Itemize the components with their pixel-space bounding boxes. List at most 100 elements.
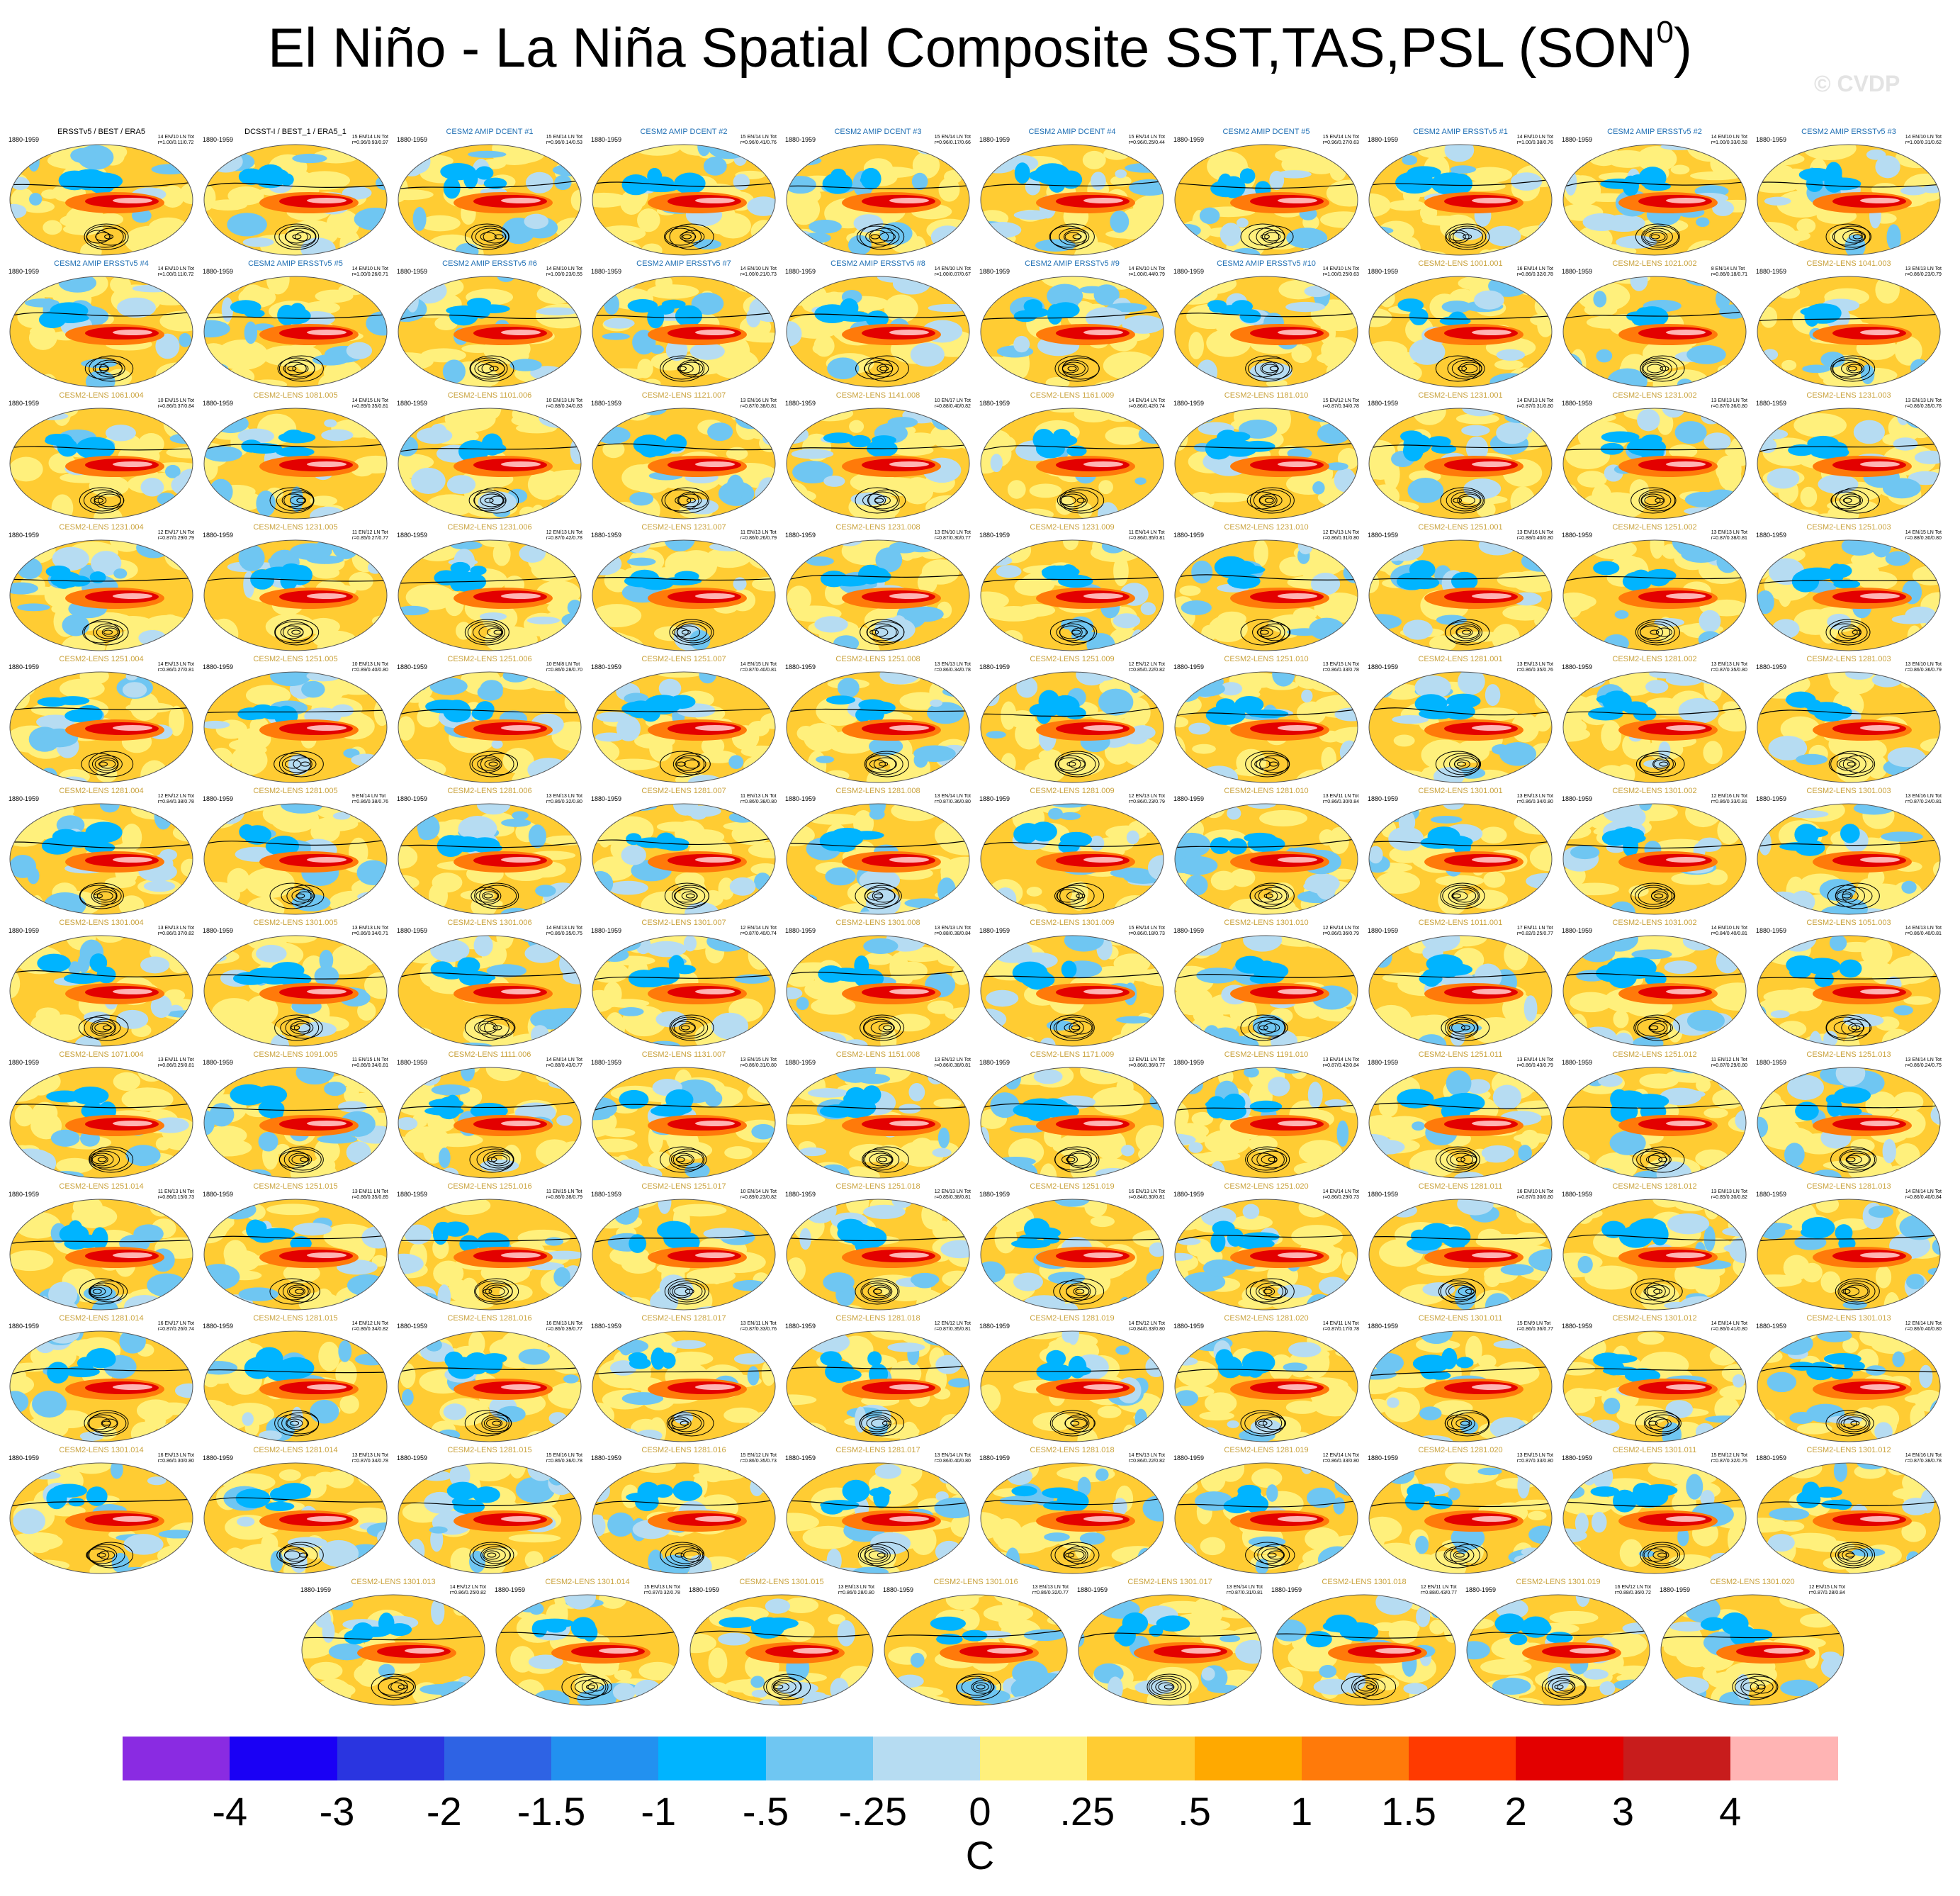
- panel-stat-line: r=0.86/0.43/0.79: [1516, 1063, 1553, 1068]
- map-panel: CESM2-LENS 1251.006 1880-1959 10 EN/8 LN T…: [397, 655, 582, 787]
- panel-title: CESM2-LENS 1281.019: [1224, 1446, 1309, 1454]
- map-panel: CESM2-LENS 1301.013 1880-1959 14 EN/12 LN …: [300, 1578, 486, 1710]
- panel-stat-line: 14 EN/15 LN Tot: [351, 398, 388, 403]
- panel-stat-line: r=1.00/0.38/0.76: [1516, 140, 1553, 145]
- panel-stats: 12 EN/13 LN Tot r=0.86/0.23/0.79: [1129, 794, 1165, 805]
- panel-stat-line: 14 EN/14 LN Tot: [1711, 1321, 1747, 1326]
- panel-stat-line: 14 EN/13 LN Tot: [157, 662, 194, 667]
- panel-stats: 13 EN/15 LN Tot r=0.87/0.33/0.80: [1517, 1453, 1553, 1464]
- panel-stat-line: 13 EN/13 LN Tot: [1711, 530, 1747, 535]
- world-map: [980, 539, 1164, 651]
- panel-stat-line: 16 EN/13 LN Tot: [157, 1453, 194, 1458]
- panel-stats: 13 EN/14 LN Tot r=0.87/0.31/0.81: [1227, 1585, 1263, 1596]
- world-map: [203, 803, 388, 915]
- panel-stats: 14 EN/12 LN Tot r=0.86/0.25/0.82: [450, 1585, 486, 1596]
- panel-stat-line: 12 EN/13 LN Tot: [1322, 530, 1359, 535]
- map-panel: CESM2-LENS 1051.003 1880-1959 14 EN/13 LN …: [1756, 919, 1942, 1050]
- panel-period: 1880-1959: [591, 1454, 622, 1462]
- panel-stat-line: r=0.88/0.34/0.83: [546, 404, 582, 409]
- panel-title: CESM2-LENS 1301.016: [933, 1578, 1018, 1586]
- panel-stats: 14 EN/16 LN Tot r=0.87/0.38/0.78: [1905, 1453, 1942, 1464]
- panel-stat-line: 15 EN/9 LN Tot: [1516, 1321, 1551, 1326]
- panel-stat-line: 14 EN/10 LN Tot: [1516, 135, 1553, 140]
- colorbar-tick-label: -.5: [742, 1789, 789, 1834]
- panel-stat-line: 14 EN/10 LN Tot: [546, 267, 582, 271]
- panel-stats: 17 EN/11 LN Tot r=0.82/0.25/0.77: [1517, 926, 1553, 937]
- panel-stats: 12 EN/14 LN Tot r=0.87/0.40/0.74: [740, 926, 777, 937]
- panel-stats: 12 EN/17 LN Tot r=0.87/0.29/0.79: [158, 530, 194, 542]
- panel-stat-line: 11 EN/12 LN Tot: [1711, 1058, 1747, 1062]
- panel-period: 1880-1959: [1077, 1586, 1108, 1593]
- colorbar-box: [658, 1737, 766, 1780]
- world-map: [1368, 144, 1553, 256]
- panel-stats: 14 EN/10 LN Tot r=1.00/0.44/0.79: [1129, 267, 1165, 278]
- map-panel: CESM2-LENS 1231.004 1880-1959 12 EN/17 LN …: [9, 523, 194, 655]
- panel-period: 1880-1959: [883, 1586, 914, 1593]
- panel-stats: 15 EN/14 LN Tot r=0.96/0.14/0.53: [546, 135, 582, 146]
- panel-period: 1880-1959: [1368, 1191, 1399, 1198]
- colorbar-box: [123, 1737, 230, 1780]
- panel-title: CESM2-LENS 1021.002: [1612, 259, 1697, 268]
- panel-stat-line: 16 EN/12 LN Tot: [1614, 1585, 1651, 1590]
- panel-title: CESM2-LENS 1281.010: [1224, 787, 1309, 795]
- panel-stat-line: r=0.86/0.38/0.80: [740, 800, 777, 804]
- panel-stat-line: 11 EN/15 LN Tot: [351, 1058, 388, 1062]
- world-map: [1368, 935, 1553, 1047]
- panel-stat-line: 13 EN/11 LN Tot: [157, 1058, 194, 1062]
- panel-stat-line: 11 EN/12 LN Tot: [351, 530, 388, 535]
- world-map: [592, 1067, 776, 1179]
- panel-stat-line: r=0.96/0.14/0.53: [546, 140, 582, 145]
- panel-title: CESM2-LENS 1161.009: [1030, 391, 1115, 400]
- world-map: [203, 276, 388, 388]
- panel-title: CESM2-LENS 1301.001: [1418, 787, 1503, 795]
- panel-title: CESM2-LENS 1281.006: [447, 787, 532, 795]
- panel-title: CESM2-LENS 1231.010: [1224, 523, 1309, 532]
- map-panel: CESM2-LENS 1301.014 1880-1959 16 EN/13 LN …: [9, 1446, 194, 1578]
- colorbar-tick-label: 1: [1290, 1789, 1313, 1834]
- map-panel: CESM2-LENS 1151.008 1880-1959 13 EN/12 LN …: [785, 1050, 971, 1182]
- panel-stat-line: 11 EN/15 LN Tot: [546, 1189, 582, 1194]
- map-panel: CESM2 AMIP DCENT #1 1880-1959 15 EN/14 LN …: [397, 128, 582, 259]
- panel-stat-line: r=0.87/0.24/0.81: [1905, 800, 1942, 804]
- panel-period: 1880-1959: [397, 927, 428, 934]
- panel-title: CESM2-LENS 1061.004: [59, 391, 144, 400]
- panel-stat-line: 12 EN/14 LN Tot: [1322, 926, 1359, 931]
- panel-title: CESM2-LENS 1301.008: [835, 919, 920, 927]
- map-panel: CESM2-LENS 1081.005 1880-1959 14 EN/15 LN …: [203, 391, 388, 523]
- panel-stat-line: r=0.87/0.17/0.78: [1322, 1327, 1359, 1332]
- panel-stat-line: 14 EN/12 LN Tot: [351, 1321, 388, 1326]
- world-map: [1562, 539, 1747, 651]
- panel-stat-line: r=0.87/0.38/0.81: [1711, 536, 1747, 541]
- world-map: [1660, 1594, 1844, 1706]
- panel-period: 1880-1959: [591, 268, 622, 275]
- panel-period: 1880-1959: [397, 1059, 428, 1066]
- panel-stat-line: 14 EN/12 LN Tot: [449, 1585, 486, 1590]
- world-map: [1174, 1199, 1358, 1311]
- map-panel: ERSSTv5 / BEST / ERA5 1880-1959 14 EN/10 L…: [9, 128, 194, 259]
- map-panel: CESM2 AMIP ERSSTv5 #7 1880-1959 14 EN/10 L…: [591, 259, 777, 391]
- panel-title: CESM2-LENS 1301.012: [1806, 1446, 1891, 1454]
- panel-stat-line: 14 EN/10 LN Tot: [1711, 135, 1747, 140]
- panel-stat-line: r=0.86/0.41/0.80: [1711, 1327, 1747, 1332]
- panel-stat-line: 13 EN/13 LN Tot: [157, 926, 194, 931]
- panel-title: CESM2-LENS 1281.017: [835, 1446, 920, 1454]
- panel-stats: 10 EN/14 LN Tot r=0.89/0.23/0.82: [740, 1189, 777, 1201]
- map-panel: CESM2-LENS 1091.005 1880-1959 11 EN/15 LN …: [203, 1050, 388, 1182]
- panel-period: 1880-1959: [397, 136, 428, 143]
- panel-period: 1880-1959: [1562, 532, 1593, 539]
- panel-stat-line: 14 EN/13 LN Tot: [1516, 398, 1553, 403]
- panel-stats: 15 EN/16 LN Tot r=0.86/0.36/0.78: [546, 1453, 582, 1464]
- panel-title: CESM2-LENS 1301.011: [1418, 1314, 1503, 1323]
- map-panel: CESM2-LENS 1251.013 1880-1959 13 EN/14 LN …: [1756, 1050, 1942, 1182]
- panel-stat-line: r=0.87/0.35/0.80: [1711, 668, 1747, 673]
- world-map: [980, 276, 1164, 388]
- world-map: [1757, 1199, 1941, 1311]
- panel-title: CESM2-LENS 1251.004: [59, 655, 144, 663]
- panel-stat-line: 14 EN/15 LN Tot: [1905, 530, 1942, 535]
- panel-stat-line: r=0.86/0.35/0.73: [740, 1459, 777, 1464]
- panel-stat-line: 14 EN/10 LN Tot: [351, 267, 388, 271]
- panel-period: 1880-1959: [9, 927, 40, 934]
- map-panel: CESM2-LENS 1301.006 1880-1959 14 EN/13 LN …: [397, 919, 582, 1050]
- panel-title: CESM2 AMIP DCENT #1: [446, 128, 534, 136]
- world-map: [980, 144, 1164, 256]
